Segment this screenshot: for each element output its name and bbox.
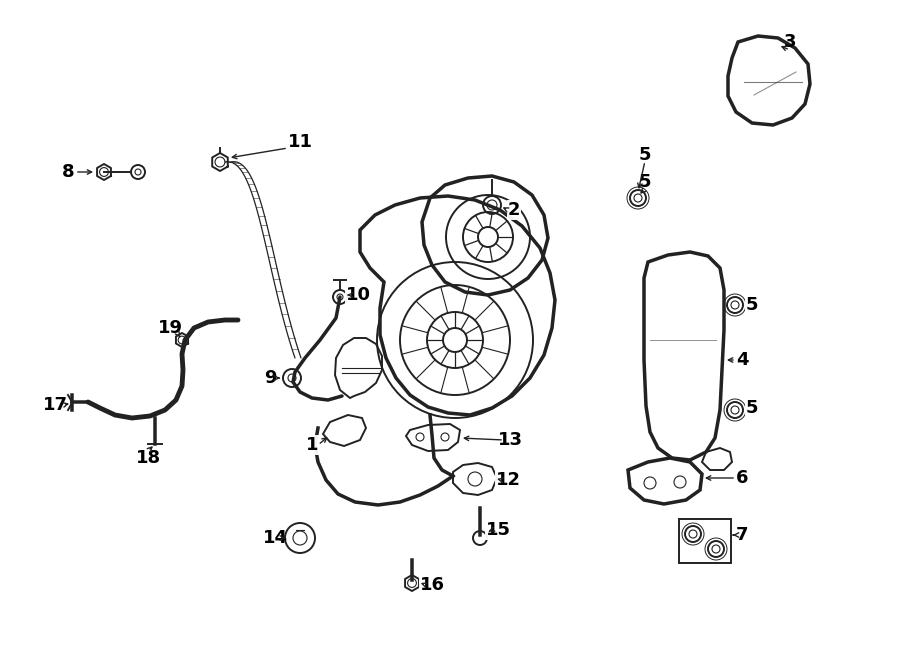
Text: 10: 10 (346, 286, 371, 304)
Text: 1: 1 (306, 436, 319, 454)
Text: 5: 5 (639, 173, 652, 191)
Text: 11: 11 (287, 133, 312, 151)
Text: 8: 8 (62, 163, 75, 181)
Text: 5: 5 (746, 296, 758, 314)
Text: 9: 9 (264, 369, 276, 387)
Text: 18: 18 (135, 449, 160, 467)
Text: 7: 7 (736, 526, 748, 544)
Text: 5: 5 (639, 146, 652, 164)
Text: 3: 3 (784, 33, 796, 51)
Text: 12: 12 (496, 471, 520, 489)
Text: 15: 15 (485, 521, 510, 539)
Text: 19: 19 (158, 319, 183, 337)
Text: 5: 5 (746, 399, 758, 417)
Text: 14: 14 (263, 529, 287, 547)
Text: 16: 16 (419, 576, 445, 594)
Text: 13: 13 (498, 431, 523, 449)
Text: 4: 4 (736, 351, 748, 369)
Text: 2: 2 (508, 201, 520, 219)
Text: 17: 17 (42, 396, 68, 414)
Text: 6: 6 (736, 469, 748, 487)
